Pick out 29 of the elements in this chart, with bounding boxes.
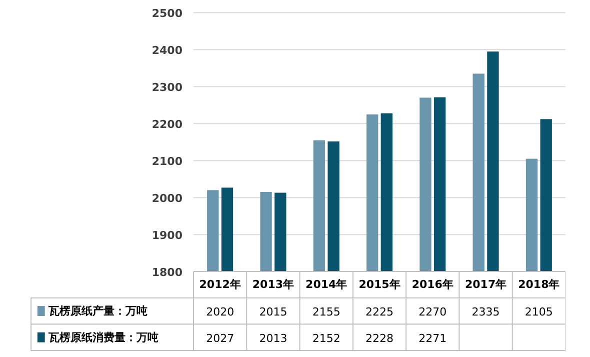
y-tick-label: 2400 <box>152 44 183 58</box>
data-label: 2105 <box>524 306 553 319</box>
y-tick-label: 1900 <box>152 229 183 242</box>
legend-label: 瓦楞原纸产量：万吨 <box>48 304 148 318</box>
data-label: 2228 <box>366 332 394 345</box>
data-label: 2335 <box>472 306 500 319</box>
y-tick-label: 1800 <box>152 266 183 280</box>
y-tick-label: 2500 <box>152 7 183 20</box>
x-tick-label: 2018年 <box>518 278 560 292</box>
x-tick-label: 2016年 <box>412 278 454 292</box>
legend-label: 瓦楞原纸消费量：万吨 <box>48 330 159 344</box>
data-label: 2015 <box>259 306 288 319</box>
x-tick-label: 2014年 <box>306 278 348 292</box>
data-label: 2020 <box>206 306 234 319</box>
data-label: 2152 <box>312 332 340 345</box>
data-label: 2027 <box>206 332 234 345</box>
x-tick-label: 2012年 <box>199 278 241 292</box>
x-tick-label: 2015年 <box>358 278 400 292</box>
data-label: 2270 <box>418 306 447 319</box>
y-tick-label: 2300 <box>152 81 183 94</box>
data-label: 2271 <box>418 332 447 345</box>
y-tick-label: 2200 <box>152 118 183 132</box>
y-tick-label: 2000 <box>152 192 183 206</box>
data-label: 2225 <box>366 306 394 319</box>
data-label: 2013 <box>259 332 288 345</box>
data-label: 2155 <box>312 306 340 319</box>
x-tick-label: 2017年 <box>464 278 507 292</box>
y-tick-label: 2100 <box>152 155 183 168</box>
x-tick-label: 2013年 <box>252 278 294 292</box>
